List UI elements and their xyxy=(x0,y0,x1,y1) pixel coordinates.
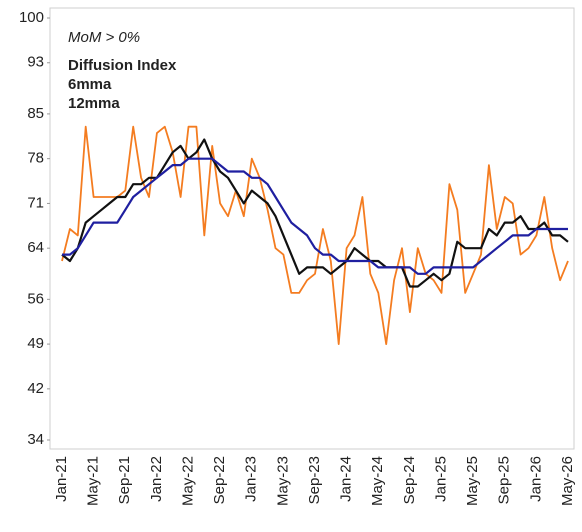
x-tick-label: Jan-23 xyxy=(243,456,260,502)
y-tick-label: 85 xyxy=(27,105,44,122)
x-tick-label: Sep-24 xyxy=(401,456,418,504)
y-tick-label: 34 xyxy=(27,431,44,448)
x-tick-label: Sep-21 xyxy=(116,456,133,504)
x-tick-label: Jan-25 xyxy=(432,456,449,502)
legend-entry: 12mma xyxy=(68,95,120,112)
y-tick-label: 64 xyxy=(27,239,44,256)
legend-entry: Diffusion Index xyxy=(68,57,177,74)
y-tick-label: 93 xyxy=(27,54,44,71)
series-line xyxy=(62,157,568,275)
y-tick-label: 100 xyxy=(19,9,44,26)
x-tick-label: May-23 xyxy=(274,456,291,506)
y-tick-label: 49 xyxy=(27,335,44,352)
y-tick-label: 71 xyxy=(27,194,44,211)
x-tick-label: Sep-25 xyxy=(496,456,513,504)
legend-entry: 6mma xyxy=(68,76,112,93)
subtitle: MoM > 0% xyxy=(68,29,140,46)
x-tick-label: Sep-23 xyxy=(306,456,323,504)
plot-area xyxy=(49,7,575,450)
x-tick-label: Jan-24 xyxy=(338,456,355,502)
x-tick-label: May-26 xyxy=(559,456,576,506)
series-line xyxy=(61,138,569,288)
x-tick-label: Sep-22 xyxy=(211,456,228,504)
x-tick-label: Jan-26 xyxy=(527,456,544,502)
x-tick-label: Jan-22 xyxy=(148,456,165,502)
y-tick-label: 56 xyxy=(27,290,44,307)
series-line xyxy=(61,125,569,345)
y-tick-label: 78 xyxy=(27,150,44,167)
x-tick-label: May-21 xyxy=(85,456,102,506)
x-tick-label: May-22 xyxy=(179,456,196,506)
x-tick-label: Jan-21 xyxy=(53,456,70,502)
x-tick-label: May-24 xyxy=(369,456,386,506)
x-tick-label: May-25 xyxy=(464,456,481,506)
y-tick-label: 42 xyxy=(27,380,44,397)
